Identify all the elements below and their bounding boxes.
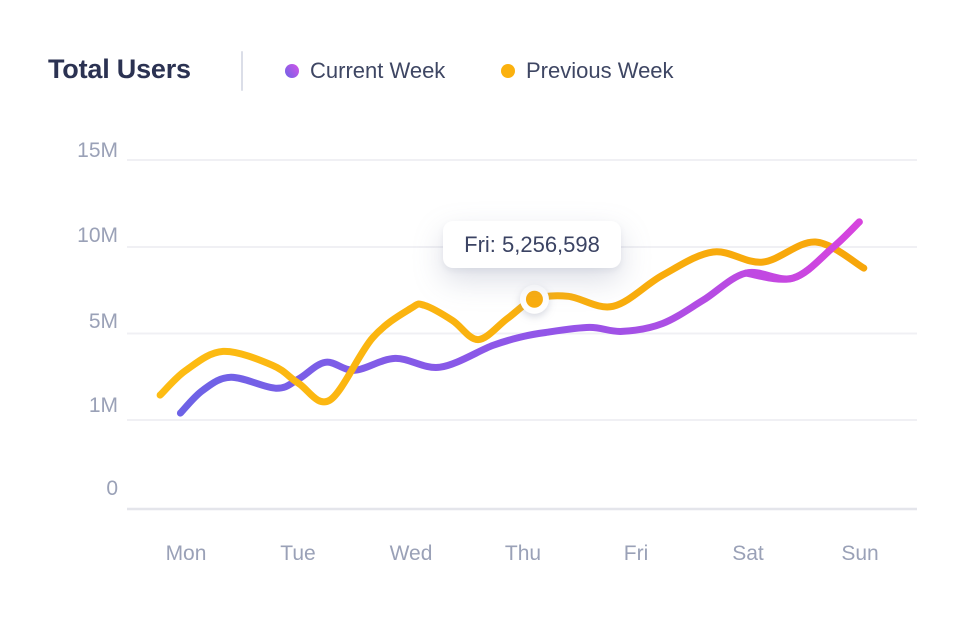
tooltip: Fri: 5,256,598 — [443, 221, 621, 268]
legend-item-current-week[interactable]: Current Week — [285, 58, 445, 84]
x-axis-label-sun: Sun — [841, 542, 879, 565]
y-axis-tick-5m: 5M — [88, 310, 118, 333]
legend-item-previous-week[interactable]: Previous Week — [501, 58, 674, 84]
tooltip-text: Fri: 5,256,598 — [464, 231, 600, 257]
y-axis-tick-0: 0 — [106, 477, 118, 500]
highlight-point[interactable] — [525, 290, 543, 308]
legend-label-current-week: Current Week — [310, 58, 446, 83]
y-axis-tick-10m: 10M — [77, 224, 118, 247]
previous-week-dot-icon — [501, 64, 515, 78]
header-divider — [241, 51, 243, 91]
page-title: Total Users — [48, 54, 191, 84]
x-axis-label-mon: Mon — [165, 542, 207, 565]
y-axis-tick-15m: 15M — [77, 139, 118, 162]
x-axis-label-wed: Wed — [389, 542, 433, 565]
current-week-line-tail — [742, 218, 863, 283]
x-axis-label-thu: Thu — [504, 542, 542, 565]
x-axis-label-sat: Sat — [732, 542, 764, 565]
x-axis-label-fri: Fri — [623, 542, 649, 565]
legend-label-previous-week: Previous Week — [526, 58, 674, 83]
current-week-line[interactable] — [176, 218, 863, 417]
previous-week-line[interactable] — [156, 238, 868, 406]
x-axis-label-tue: Tue — [280, 542, 316, 565]
current-week-dot-icon — [285, 64, 299, 78]
y-axis-tick-1m: 1M — [88, 394, 118, 417]
